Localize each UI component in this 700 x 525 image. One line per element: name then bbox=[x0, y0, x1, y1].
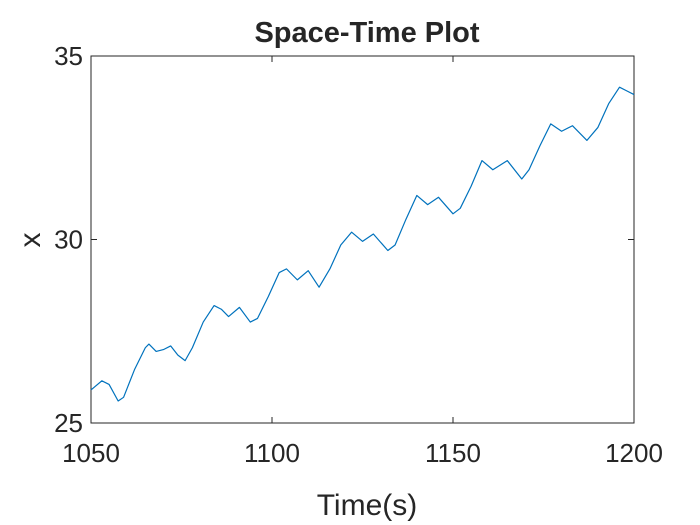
chart-title: Space-Time Plot bbox=[254, 17, 479, 49]
x-tick-label: 1200 bbox=[605, 438, 663, 468]
y-tick-label: 35 bbox=[54, 41, 83, 71]
x-tick-label: 1050 bbox=[62, 438, 120, 468]
y-tick-label: 25 bbox=[54, 408, 83, 438]
x-axis-label: Time(s) bbox=[317, 489, 418, 522]
y-axis-label: x bbox=[14, 233, 47, 248]
x-tick-label: 1100 bbox=[244, 438, 300, 468]
x-tick-label: 1150 bbox=[425, 438, 481, 468]
y-tick-label: 30 bbox=[54, 225, 83, 255]
data-line bbox=[90, 86, 635, 402]
